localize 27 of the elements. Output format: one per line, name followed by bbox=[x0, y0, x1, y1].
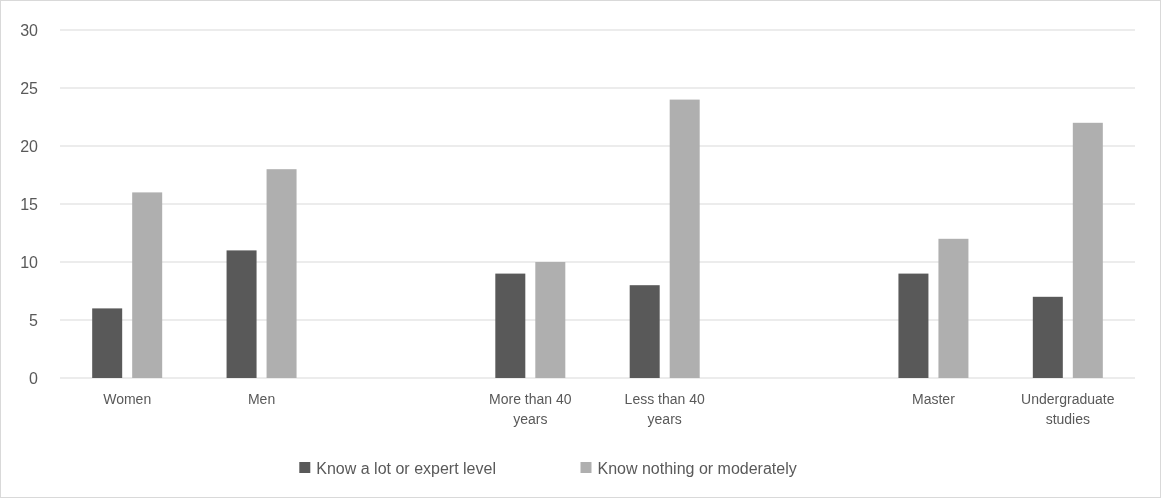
bar bbox=[132, 192, 163, 378]
bar bbox=[495, 273, 526, 378]
y-tick-label: 20 bbox=[20, 137, 39, 155]
legend-label: Know a lot or expert level bbox=[316, 459, 496, 477]
y-tick-label: 25 bbox=[20, 79, 39, 97]
bar bbox=[938, 238, 969, 378]
legend-label: Know nothing or moderately bbox=[597, 459, 797, 477]
bar bbox=[1032, 296, 1063, 378]
x-tick-label: Master bbox=[912, 391, 956, 407]
x-tick-label: Women bbox=[103, 391, 152, 407]
x-tick-label: Less than 40 years bbox=[624, 391, 705, 427]
bar bbox=[1072, 122, 1103, 378]
x-tick-label: More than 40 years bbox=[489, 391, 572, 427]
bar bbox=[898, 273, 929, 378]
x-tick-label: Undergraduate studies bbox=[1021, 391, 1115, 427]
bar bbox=[629, 285, 660, 378]
y-tick-label: 10 bbox=[20, 253, 39, 271]
bar bbox=[226, 250, 257, 378]
y-tick-label: 30 bbox=[20, 21, 39, 39]
bar bbox=[669, 99, 700, 378]
bar bbox=[266, 169, 297, 378]
y-tick-label: 5 bbox=[29, 311, 39, 329]
x-tick-label: Men bbox=[247, 391, 276, 407]
y-tick-label: 15 bbox=[20, 195, 39, 213]
bar bbox=[535, 262, 566, 378]
y-tick-label: 0 bbox=[29, 369, 39, 387]
bar bbox=[92, 308, 123, 378]
